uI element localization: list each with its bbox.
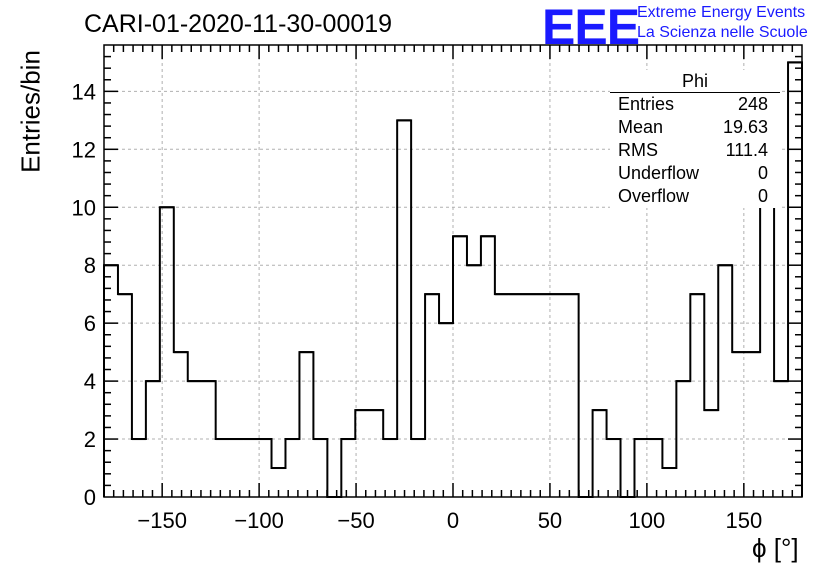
stats-label: Overflow bbox=[618, 186, 690, 206]
stats-title: Phi bbox=[610, 70, 780, 93]
stats-value: 0 bbox=[757, 163, 768, 183]
x-tick-label: 50 bbox=[538, 508, 562, 533]
y-tick-label: 8 bbox=[84, 253, 96, 278]
stats-value: 248 bbox=[737, 94, 768, 114]
y-tick-label: 10 bbox=[72, 195, 96, 220]
stats-row: Mean 19.63 bbox=[610, 116, 780, 139]
x-tick-label: 150 bbox=[725, 508, 762, 533]
y-tick-label: 0 bbox=[84, 485, 96, 510]
x-tick-label: 100 bbox=[629, 508, 666, 533]
eee-logo-line2: La Scienza nelle Scuole bbox=[637, 24, 808, 41]
chart-title: CARI-01-2020-11-30-00019 bbox=[84, 10, 393, 38]
x-tick-label: 0 bbox=[447, 508, 459, 533]
stats-label: RMS bbox=[618, 140, 658, 160]
axis-ticks bbox=[104, 45, 802, 497]
x-tick-label: −50 bbox=[337, 508, 374, 533]
x-tick-label: −100 bbox=[234, 508, 284, 533]
histogram-outline bbox=[103, 61, 803, 498]
stats-row: Entries 248 bbox=[610, 93, 780, 116]
stats-value: 0 bbox=[757, 186, 768, 206]
stats-value: 111.4 bbox=[725, 140, 768, 160]
y-tick-label: 6 bbox=[84, 311, 96, 336]
x-axis-label: ϕ [°] bbox=[752, 533, 799, 563]
y-tick-label: 2 bbox=[84, 427, 96, 452]
y-axis-label: Entries/bin bbox=[15, 50, 46, 173]
y-tick-label: 4 bbox=[84, 369, 96, 394]
stats-value: 19.63 bbox=[722, 117, 768, 137]
stats-row: Overflow 0 bbox=[610, 185, 780, 208]
stats-box: Phi Entries 248 Mean 19.63 RMS 111.4 Underf… bbox=[610, 70, 780, 208]
x-tick-label: −150 bbox=[137, 508, 187, 533]
stats-row: Underflow 0 bbox=[610, 162, 780, 185]
stats-label: Entries bbox=[618, 94, 675, 114]
y-tick-label: 14 bbox=[72, 79, 96, 104]
y-tick-label: 12 bbox=[72, 137, 96, 162]
stats-label: Underflow bbox=[618, 163, 700, 183]
stats-row: RMS 111.4 bbox=[610, 139, 780, 162]
stats-label: Mean bbox=[618, 117, 664, 137]
eee-logo-line1: Extreme Energy Events bbox=[637, 4, 806, 21]
tick-labels: −150 −100 −50 0 50 100 150 0 2 4 6 8 10 12 14 bbox=[72, 79, 763, 533]
eee-logo: EEE bbox=[542, 0, 640, 55]
